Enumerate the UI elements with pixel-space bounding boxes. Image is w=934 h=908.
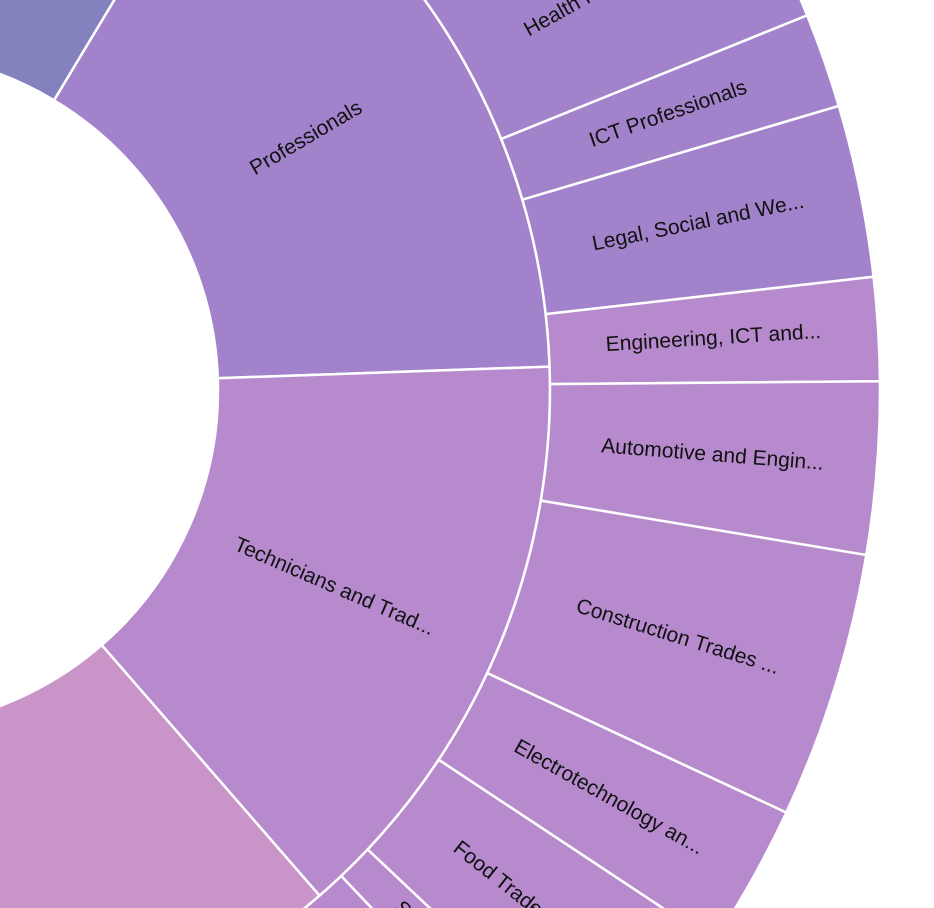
sunburst-segment-outer-food-trades-workers[interactable] (365, 758, 714, 908)
sunburst-segment-inner-community-and-person[interactable] (0, 643, 322, 908)
sunburst-segment-inner-managers[interactable] (0, 0, 225, 102)
sunburst-segment-outer-other-technicians-an[interactable] (283, 874, 568, 908)
chart-segments (0, 0, 882, 908)
